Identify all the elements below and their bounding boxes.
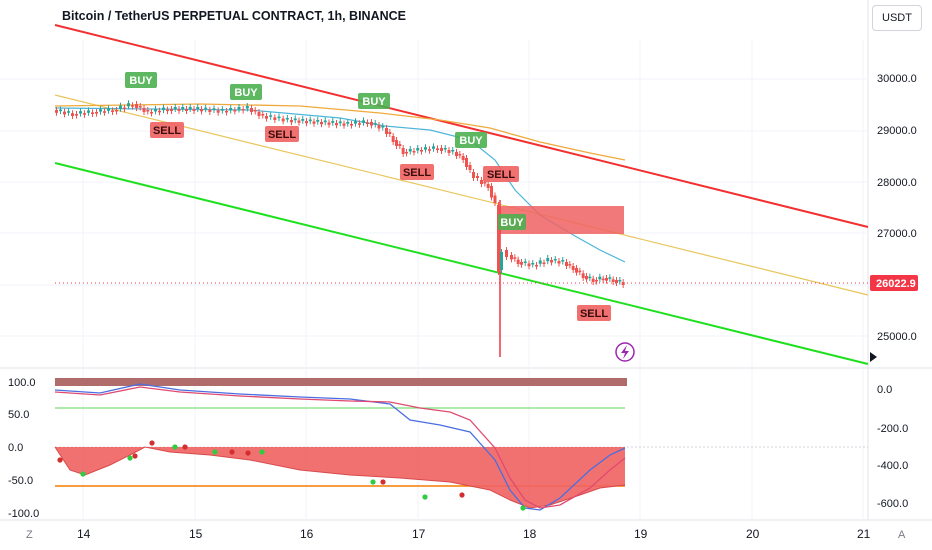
signal-sell-label-7: SELL (403, 167, 431, 179)
time-label-14: 14 (77, 527, 91, 541)
time-label-15: 15 (189, 527, 203, 541)
signal-buy-label-3: BUY (459, 135, 483, 147)
signal-buy-box-0 (125, 72, 157, 88)
osc-signal-dots (57, 440, 526, 511)
osc-left-label-100: 100.0 (8, 377, 36, 389)
time-axis[interactable]: 14 15 16 17 18 19 20 21 (77, 527, 871, 541)
signal-buy-label-1: BUY (234, 87, 258, 99)
upper-channel-line (54, 24, 869, 228)
osc-top-band (55, 378, 627, 386)
time-label-21: 21 (857, 527, 871, 541)
time-label-19: 19 (634, 527, 648, 541)
osc-left-label-0: 0.0 (8, 442, 23, 454)
signal-buy-label-4: BUY (500, 217, 524, 229)
signal-sell-label-9: SELL (580, 308, 608, 320)
signal-labels: BUY BUY BUY BUY BUY SELL SELL SELL SELL SELL (125, 72, 611, 321)
osc-left-label-minus-100: -100.0 (8, 508, 39, 520)
signal-buy-label-2: BUY (362, 96, 386, 108)
signal-buy-box-3 (455, 132, 487, 148)
signal-sell-label-6: SELL (268, 129, 296, 141)
signal-buy-box-1 (230, 84, 262, 100)
timezone-button[interactable]: Z (26, 529, 33, 541)
osc-left-label-minus-50: -50.0 (8, 475, 33, 487)
signal-sell-box-5 (150, 122, 184, 138)
last-price-text: 26022.9 (876, 278, 916, 290)
signal-buy-box-4 (498, 214, 526, 230)
osc-red-line (54, 386, 626, 509)
slow-ma-line (54, 103, 626, 161)
scroll-to-realtime-icon[interactable] (870, 352, 877, 362)
osc-blue-line (54, 383, 626, 511)
signal-buy-box-2 (358, 93, 390, 109)
price-label-30000: 30000.0 (877, 73, 917, 85)
osc-right-label-minus-600: -600.0 (877, 498, 908, 510)
time-label-17: 17 (412, 527, 426, 541)
signal-sell-box-6 (265, 126, 299, 142)
time-label-18: 18 (523, 527, 537, 541)
signal-sell-box-8 (483, 166, 519, 182)
price-label-27000: 27000.0 (877, 228, 917, 240)
signal-sell-box-9 (577, 305, 611, 321)
osc-histogram-area (55, 447, 625, 508)
mid-channel-line (54, 94, 869, 296)
osc-right-label-minus-400: -400.0 (877, 460, 908, 472)
lightning-glyph (621, 345, 629, 359)
chart-title: Bitcoin / TetherUS PERPETUAL CONTRACT, 1… (62, 9, 407, 23)
signal-sell-box-7 (400, 164, 434, 180)
osc-left-label-50: 50.0 (8, 409, 29, 421)
osc-right-label-0: 0.0 (877, 384, 892, 396)
lower-channel-line (54, 162, 869, 365)
signal-buy-label-0: BUY (129, 75, 153, 87)
auto-scale-button[interactable]: A (898, 529, 906, 541)
currency-button[interactable]: USDT (872, 5, 922, 31)
last-price-tag (870, 275, 918, 291)
osc-right-label-minus-200: -200.0 (877, 423, 908, 435)
price-label-25000: 25000.0 (877, 331, 917, 343)
time-label-16: 16 (300, 527, 314, 541)
candles (55, 100, 625, 288)
signal-sell-label-5: SELL (153, 125, 181, 137)
time-label-20: 20 (746, 527, 760, 541)
price-label-29000: 29000.0 (877, 125, 917, 137)
price-label-28000: 28000.0 (877, 177, 917, 189)
signal-sell-label-8: SELL (487, 169, 515, 181)
